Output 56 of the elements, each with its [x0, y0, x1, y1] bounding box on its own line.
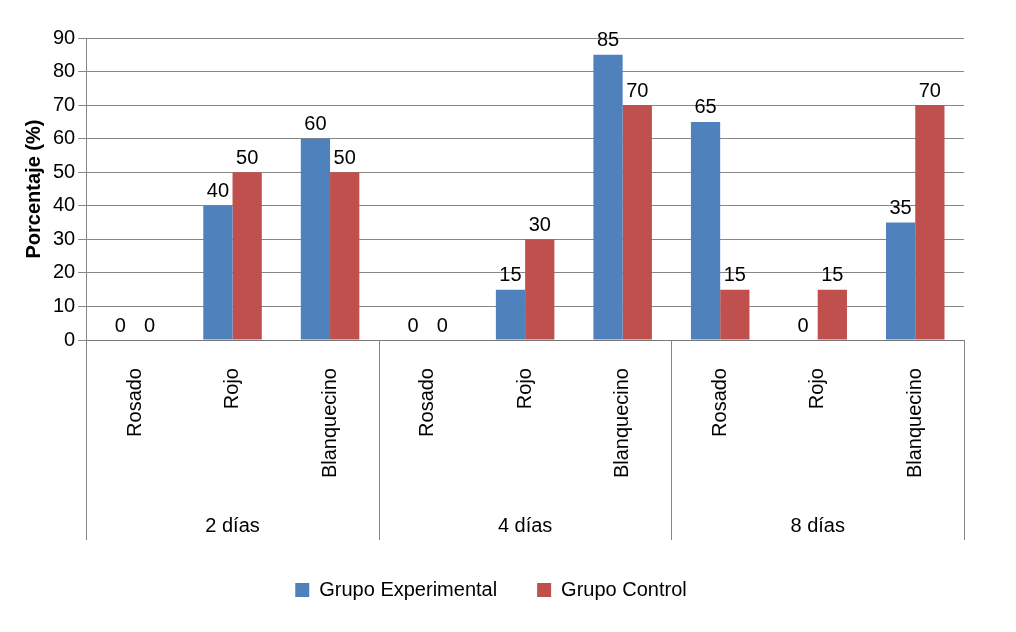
- data-label: 15: [821, 263, 844, 286]
- bar: [885, 222, 916, 340]
- data-label: 30: [528, 212, 551, 235]
- bar: [525, 239, 555, 340]
- data-label: 0: [144, 313, 156, 336]
- data-label: 60: [304, 112, 327, 135]
- y-axis-title: Porcentaje (%): [21, 119, 44, 259]
- x-tick-label: Blanquecino: [610, 368, 633, 479]
- data-label: 0: [436, 313, 448, 336]
- bar: [300, 138, 331, 340]
- data-label: 15: [723, 263, 746, 286]
- legend-label: Grupo Control: [561, 577, 687, 600]
- y-tick-label: 0: [64, 327, 76, 350]
- bar: [593, 54, 623, 340]
- y-tick-label: 50: [53, 159, 76, 182]
- x-tick-label: Blanquecino: [902, 368, 925, 479]
- y-tick-label: 40: [53, 193, 76, 216]
- text: 8 días: [790, 513, 845, 536]
- data-label: 40: [206, 179, 230, 202]
- x-tick-label: Rojo: [512, 368, 535, 410]
- y-tick-label: 70: [53, 92, 76, 115]
- text: 4 días: [497, 513, 553, 536]
- x-tick-label: Rosado: [415, 368, 438, 437]
- bar: [720, 289, 750, 340]
- bar: [817, 289, 847, 340]
- y-tick-label: 80: [53, 59, 76, 82]
- bar: [232, 172, 262, 340]
- bar: [622, 105, 652, 340]
- x-tick-label: Blanquecino: [317, 368, 340, 479]
- data-label: 65: [694, 95, 717, 118]
- x-tick-label: Rosado: [122, 368, 145, 437]
- bar: [330, 172, 360, 340]
- bar: [915, 105, 945, 340]
- data-label: 35: [889, 196, 912, 219]
- x-tick-label: Rosado: [707, 368, 730, 437]
- bar: [203, 205, 233, 340]
- data-label: 70: [626, 78, 649, 101]
- data-label: 0: [797, 313, 809, 336]
- y-tick-label: 20: [53, 260, 76, 283]
- data-label: 70: [918, 78, 941, 101]
- y-tick-label: 30: [53, 226, 76, 249]
- y-tick-label: 90: [53, 25, 76, 48]
- legend-label: Grupo Experimental: [319, 577, 498, 600]
- y-tick-label: 10: [53, 293, 76, 316]
- y-tick-label: 60: [53, 126, 76, 149]
- x-tick-label: Rojo: [220, 368, 243, 410]
- bar: [690, 121, 721, 340]
- data-label: 0: [407, 313, 419, 336]
- data-label: 15: [499, 263, 522, 286]
- bar: [495, 289, 526, 340]
- data-label: 50: [333, 145, 356, 168]
- text: 2 días: [205, 513, 260, 536]
- data-label: 85: [596, 28, 620, 51]
- data-label: 50: [236, 145, 259, 168]
- x-tick-label: Rojo: [805, 368, 828, 410]
- data-label: 0: [114, 313, 126, 336]
